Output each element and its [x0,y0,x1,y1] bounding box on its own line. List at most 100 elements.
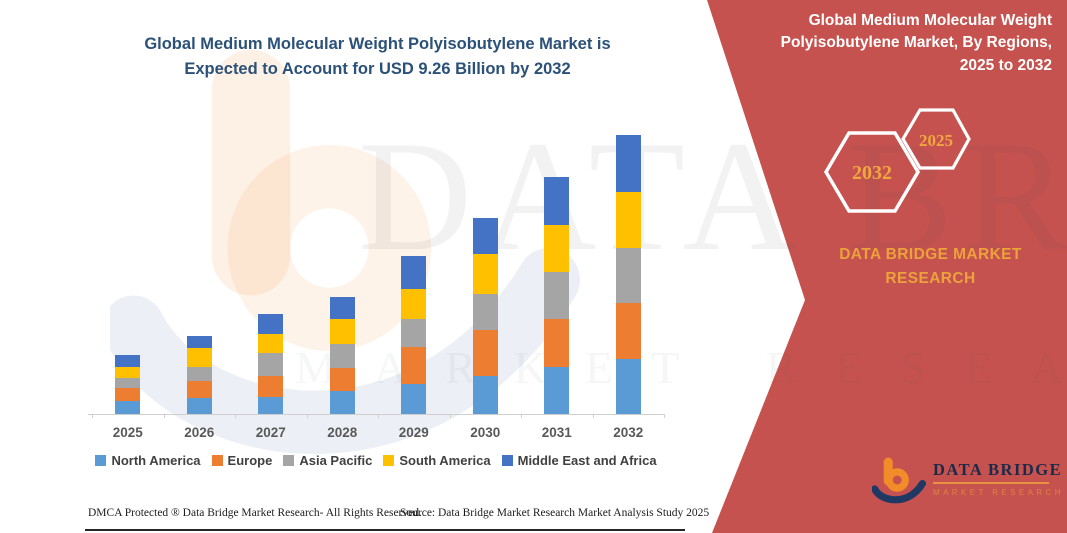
hexagon-2032-badge: 2032 [823,131,921,213]
brand-words-line2: RESEARCH [885,270,976,288]
bar-segment [401,319,427,347]
bar-segment [186,381,212,398]
bar-segment [258,376,284,397]
bar-segment [115,401,141,414]
bar-segment [615,359,641,414]
panel-title-line2: Polyisobutylene Market, By Regions, [780,34,1052,52]
legend-swatch-icon [383,455,395,466]
legend-swatch-icon [211,455,223,466]
axis-tick [306,414,308,418]
stacked-bar-2027 [258,314,284,414]
bar-segment [472,294,498,330]
panel-title-line1: Global Medium Molecular Weight [808,12,1052,29]
bar-segment [329,391,355,414]
axis-tick [449,414,451,418]
stacked-bar-2029 [401,256,427,414]
brand-logo-wordmark: DATA BRIDGE MARKET RESEARCH [933,456,1064,497]
x-axis-line [88,414,665,415]
x-axis-label: 2031 [541,425,572,440]
plot-area [92,120,664,414]
bar-segment [615,248,641,303]
bar-segment [186,336,212,348]
legend-item: North America [95,453,201,468]
legend-label: South America [399,453,491,468]
legend-item: Europe [211,453,273,468]
x-axis-label: 2025 [112,425,143,440]
legend-label: Asia Pacific [299,453,373,468]
x-axis-label: 2027 [255,425,286,440]
panel-title: Global Medium Molecular Weight Polyisobu… [735,10,1052,77]
bar-segment [472,254,498,294]
brand-logo-name: DATA BRIDGE [933,460,1063,479]
stacked-bar-2025 [115,355,141,414]
axis-tick [235,414,236,418]
legend-item: Middle East and Africa [501,453,657,468]
bar-segment [615,192,641,248]
bar-segment [329,344,355,368]
stacked-bar-2031 [544,177,570,414]
legend-item: Asia Pacific [283,453,372,468]
x-axis-label: 2029 [398,425,429,440]
chart-legend: North America Europe Asia Pacific South Ame… [80,453,672,468]
bar-segment [329,319,355,344]
source-note: Source: Data Bridge Market Research Mark… [400,507,710,519]
bar-segment [258,353,284,376]
bar-segment [115,388,141,401]
bar-segment [258,334,284,353]
x-axis-label: 2032 [613,425,644,440]
axis-tick [92,414,93,418]
stacked-bar-2032 [615,135,641,414]
x-axis-label: 2028 [327,425,358,440]
bar-segment [186,398,212,414]
bar-segment [472,218,498,254]
bar-segment [115,378,141,388]
bar-segment [401,289,427,319]
hexagon-badges: 2032 2025 [823,108,971,213]
legend-item: South America [383,453,491,468]
hexagon-2025-label: 2025 [919,131,953,150]
legend-label: Europe [227,453,273,468]
bar-segment [544,177,570,225]
bar-segment [544,367,570,414]
brand-logo-subtitle: MARKET RESEARCH [933,487,1064,497]
bar-segment [472,330,498,376]
bar-segment [186,367,212,381]
bottom-divider [85,529,685,531]
stacked-bar-2026 [186,336,212,414]
bar-segment [258,314,284,334]
axis-tick [163,414,165,418]
axis-tick [521,414,522,418]
bar-segment [258,397,284,414]
bar-segment [329,297,355,319]
brand-logo: DATA BRIDGE MARKET RESEARCH [872,456,1064,504]
x-axis-label: 2026 [184,425,215,440]
bar-segment [329,368,355,391]
bar-segment [115,355,141,367]
bar-segment [544,225,570,272]
bar-segment [544,272,570,319]
bar-segment [115,367,141,378]
bar-segment [472,376,498,414]
panel-title-line3: 2025 to 2032 [959,56,1052,74]
hexagon-2032-label: 2032 [852,162,892,184]
x-axis-label: 2030 [470,425,501,440]
bar-segment [401,384,427,414]
stacked-bar-2028 [329,297,355,414]
axis-tick [664,414,665,418]
axis-tick [592,414,594,418]
brand-logo-underline [933,481,1049,484]
brand-words-line1: DATA BRIDGE MARKET [839,246,1022,263]
bar-segment [401,347,427,384]
bar-segment [615,135,641,192]
legend-label: Middle East and Africa [517,453,657,468]
chart-title: Global Medium Molecular Weight Polyisobu… [85,32,670,82]
axis-tick [378,414,379,418]
bar-segment [186,348,212,367]
dmca-notice: DMCA Protected ® Data Bridge Market Rese… [88,507,422,519]
chart-title-line1: Global Medium Molecular Weight Polyisobu… [144,35,611,53]
hexagon-2025-badge: 2025 [901,108,971,170]
legend-swatch-icon [95,455,107,466]
brand-words: DATA BRIDGE MARKET RESEARCH [793,243,1067,291]
brand-logo-icon [872,457,926,504]
